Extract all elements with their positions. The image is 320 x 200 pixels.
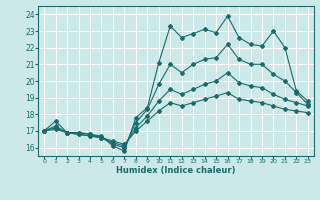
X-axis label: Humidex (Indice chaleur): Humidex (Indice chaleur) (116, 166, 236, 175)
